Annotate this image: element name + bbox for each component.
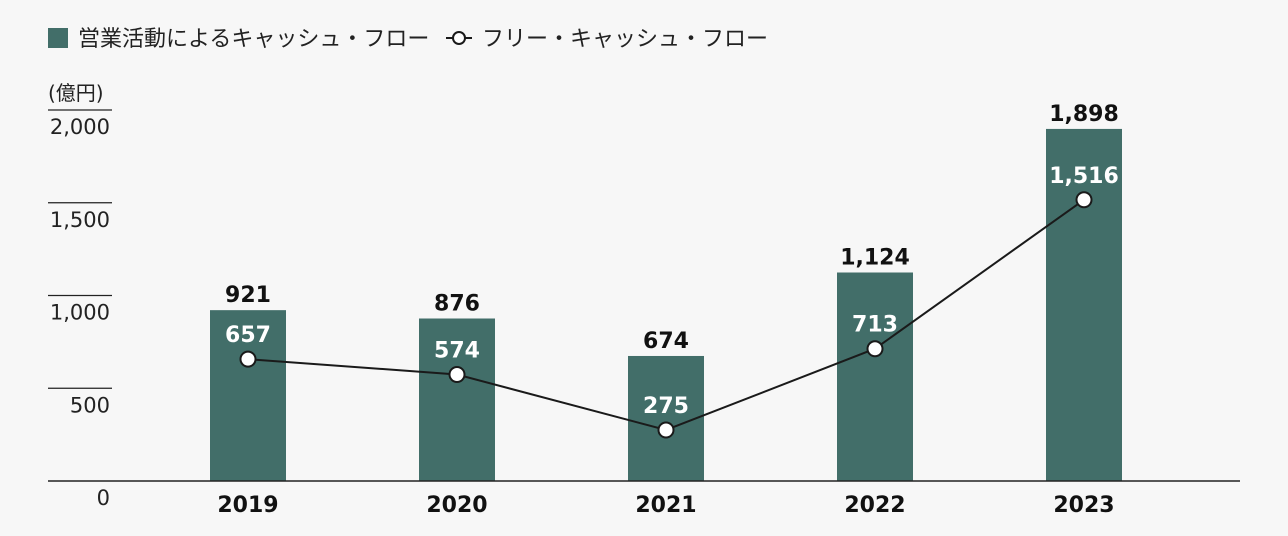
line-value-label: 574 (434, 339, 480, 364)
bar-series: 921 876 674 1,124 1,898 (210, 102, 1122, 481)
bar-value-label: 921 (225, 283, 271, 308)
line-value-label: 713 (852, 313, 898, 338)
line-point (657, 421, 675, 439)
line-series: 657 574 275 713 1,516 (225, 164, 1119, 439)
line-point (866, 340, 884, 358)
x-tick-label: 2023 (1053, 493, 1114, 518)
unit-label: (億円) (48, 81, 104, 105)
legend: 営業活動によるキャッシュ・フロー フリー・キャッシュ・フロー (48, 27, 768, 52)
x-tick-label: 2019 (217, 493, 278, 518)
y-tick-label: 500 (70, 393, 110, 417)
x-tick-label: 2020 (426, 493, 487, 518)
y-tick-label: 2,000 (50, 115, 110, 139)
legend-bar-label: 営業活動によるキャッシュ・フロー (78, 27, 429, 52)
bar-value-label: 876 (434, 292, 480, 317)
y-tick-label: 1,000 (50, 301, 110, 325)
bar-value-label: 1,898 (1049, 102, 1119, 127)
x-axis: 2019 2020 2021 2022 2023 (217, 493, 1114, 518)
y-axis: 0 500 1,000 1,500 2,000 (48, 109, 112, 510)
bar-value-label: 674 (643, 329, 689, 354)
bar (837, 272, 913, 481)
x-tick-label: 2022 (844, 493, 905, 518)
line-point (239, 350, 257, 368)
bar (419, 318, 495, 481)
bar-value-label: 1,124 (840, 245, 910, 270)
x-tick-label: 2021 (635, 493, 696, 518)
bar (1046, 128, 1122, 481)
legend-bar-swatch (48, 28, 68, 48)
line-value-label: 657 (225, 323, 271, 348)
line-value-label: 1,516 (1049, 164, 1119, 189)
y-tick-label: 1,500 (50, 208, 110, 232)
bar (210, 310, 286, 481)
bar (628, 355, 704, 481)
line-point (448, 366, 466, 384)
legend-line-marker (452, 31, 466, 45)
line-value-label: 275 (643, 394, 689, 419)
legend-line-label: フリー・キャッシュ・フロー (482, 27, 768, 52)
line-point (1075, 191, 1093, 209)
y-tick-label: 0 (97, 486, 110, 510)
